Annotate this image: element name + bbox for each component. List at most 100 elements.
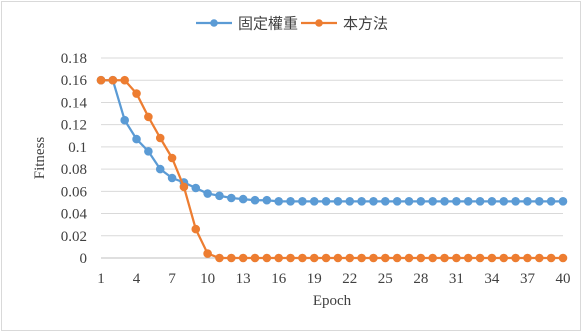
data-point (535, 197, 544, 206)
data-point (345, 253, 355, 263)
data-point (440, 197, 449, 206)
x-tick-label: 28 (413, 271, 428, 287)
data-point (499, 197, 509, 206)
data-point (215, 191, 224, 201)
legend-marker (315, 19, 323, 27)
y-tick-label: 0.08 (61, 162, 87, 178)
series-line (101, 79, 563, 260)
data-point (144, 112, 153, 122)
x-tick-label: 16 (271, 271, 287, 287)
data-point (475, 253, 485, 263)
x-axis-title: Epoch (313, 293, 352, 309)
legend-item: 固定權重 (196, 15, 298, 33)
data-point (309, 197, 319, 206)
data-point (392, 253, 402, 263)
data-point (535, 253, 544, 263)
data-point (333, 197, 343, 206)
x-tick-label: 22 (342, 271, 357, 287)
data-point (487, 197, 497, 206)
data-point (191, 183, 201, 193)
data-point (167, 153, 177, 163)
data-point (132, 89, 141, 98)
data-point (215, 253, 224, 263)
y-tick-label: 0.12 (61, 118, 87, 134)
x-tick-label: 40 (556, 271, 571, 287)
data-point (428, 253, 437, 263)
data-point (321, 197, 331, 206)
data-point (309, 253, 319, 263)
data-point (546, 253, 556, 263)
data-point (155, 164, 165, 174)
data-point (416, 253, 426, 263)
y-tick-label: 0.14 (61, 95, 88, 111)
data-point (463, 197, 473, 206)
data-point (120, 115, 129, 125)
data-point (357, 253, 366, 263)
data-point (452, 197, 461, 206)
data-point (428, 197, 437, 206)
x-tick-label: 25 (378, 271, 393, 287)
data-point (546, 197, 556, 206)
data-point (203, 249, 212, 258)
data-point (369, 197, 378, 206)
data-point (487, 253, 497, 263)
series-line (101, 79, 563, 203)
legend-label: 本方法 (343, 15, 388, 33)
data-point (96, 75, 106, 85)
data-point (558, 253, 568, 263)
x-tick-label: 19 (307, 271, 322, 287)
data-point (227, 193, 236, 203)
x-tick-label: 10 (200, 271, 215, 287)
data-point (345, 197, 355, 206)
x-tick-label: 34 (484, 271, 500, 287)
data-point (238, 194, 248, 204)
series-layer (96, 75, 568, 263)
data-point (404, 197, 414, 206)
data-point (167, 173, 177, 183)
data-point (452, 253, 461, 263)
x-tick-label: 1 (97, 271, 105, 287)
data-point (392, 197, 402, 206)
gridlines (101, 57, 563, 237)
data-point (191, 224, 201, 234)
y-tick-label: 0 (80, 251, 88, 267)
x-tick-label: 37 (520, 271, 536, 287)
data-point (262, 253, 272, 263)
y-tick-label: 0.18 (61, 51, 87, 67)
series-2 (96, 75, 568, 263)
y-tick-label: 0.1 (68, 140, 87, 156)
data-point (523, 253, 532, 263)
x-tick-label: 31 (449, 271, 464, 287)
data-point (558, 197, 568, 206)
x-tick-label: 13 (236, 271, 251, 287)
legend: 固定權重 本方法 (196, 15, 388, 33)
data-point (286, 253, 295, 263)
series-1 (96, 75, 568, 206)
data-point (511, 253, 520, 263)
data-point (416, 197, 426, 206)
data-point (262, 195, 272, 205)
data-point (155, 133, 165, 143)
y-tick-label: 0.04 (61, 207, 88, 223)
data-point (203, 189, 212, 198)
x-tick-label: 7 (168, 271, 176, 287)
data-point (286, 197, 295, 206)
data-point (321, 253, 331, 263)
data-point (333, 253, 343, 263)
data-point (381, 253, 390, 263)
data-point (475, 197, 485, 206)
data-point (238, 253, 248, 263)
data-point (404, 253, 414, 263)
legend-item: 本方法 (301, 15, 388, 33)
legend-label: 固定權重 (238, 15, 298, 33)
legend-marker (210, 19, 218, 27)
data-point (440, 253, 449, 263)
data-point (144, 147, 153, 156)
data-point (108, 75, 118, 85)
data-point (298, 253, 307, 263)
data-point (499, 253, 509, 263)
data-point (179, 182, 189, 192)
data-point (227, 253, 236, 263)
data-point (120, 75, 129, 85)
